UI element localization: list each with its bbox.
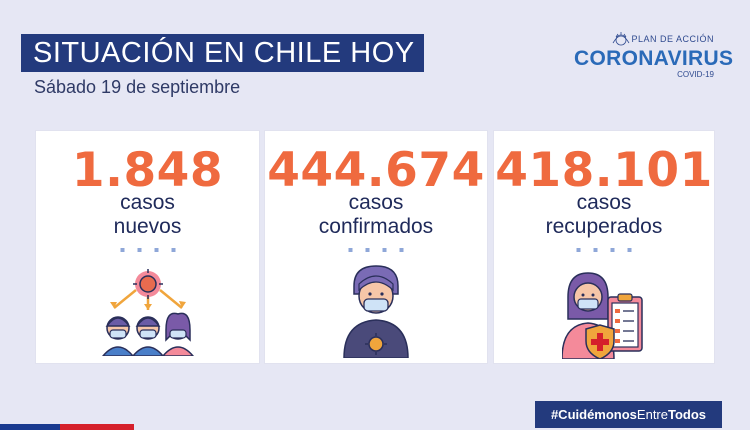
- label-line-1: casos: [576, 191, 632, 214]
- government-emblem-icon: [612, 32, 630, 46]
- recovered-cases-label: casos recuperados: [494, 191, 714, 239]
- flag-red: [60, 424, 134, 430]
- confirmed-cases-value: 444.674: [267, 143, 485, 198]
- label-line-1: casos: [348, 191, 404, 214]
- label-line-1: casos: [120, 191, 175, 214]
- confirmed-cases-label: casos confirmados: [265, 191, 487, 239]
- recovered-cases-value: 418.101: [495, 143, 713, 198]
- hashtag-badge: #Cuidémonos Entre Todos: [535, 401, 722, 428]
- label-line-2: confirmados: [318, 215, 434, 238]
- new-cases-value: 1.848: [71, 143, 224, 198]
- flag-stripe: [0, 424, 134, 430]
- logo-sub-text: COVID-19: [677, 70, 714, 79]
- card-confirmed-cases: 444.674 casos confirmados: [265, 131, 487, 363]
- label-line-2: nuevos: [113, 215, 182, 238]
- recovered-person-clipboard-icon: [562, 272, 643, 359]
- hashtag-part-2: Entre: [636, 407, 668, 422]
- new-cases-label: casos nuevos: [36, 191, 259, 239]
- flag-blue: [0, 424, 60, 430]
- date-label: Sábado 19 de septiembre: [34, 77, 241, 97]
- masked-person-virus-icon: [343, 265, 409, 358]
- hashtag-part-1: #Cuidémonos: [550, 407, 637, 422]
- card-recovered-cases: 418.101 casos recuperados: [494, 131, 714, 363]
- card-new-cases: 1.848 casos nuevos: [36, 131, 259, 363]
- page-title: SITUACIÓN EN CHILE HOY: [21, 34, 424, 72]
- logo-main-text: CORONAVIRUS: [574, 47, 734, 70]
- dots-divider: [120, 248, 175, 252]
- logo-top-text: PLAN DE ACCIÓN: [631, 34, 714, 44]
- label-line-2: recuperados: [545, 215, 663, 238]
- dots-divider: [576, 248, 632, 252]
- hashtag-part-3: Todos: [668, 407, 707, 422]
- virus-spread-people-icon: [101, 269, 194, 356]
- dots-divider: [348, 248, 404, 252]
- coronavirus-logo: PLAN DE ACCIÓN CORONAVIRUS COVID-19: [572, 30, 733, 80]
